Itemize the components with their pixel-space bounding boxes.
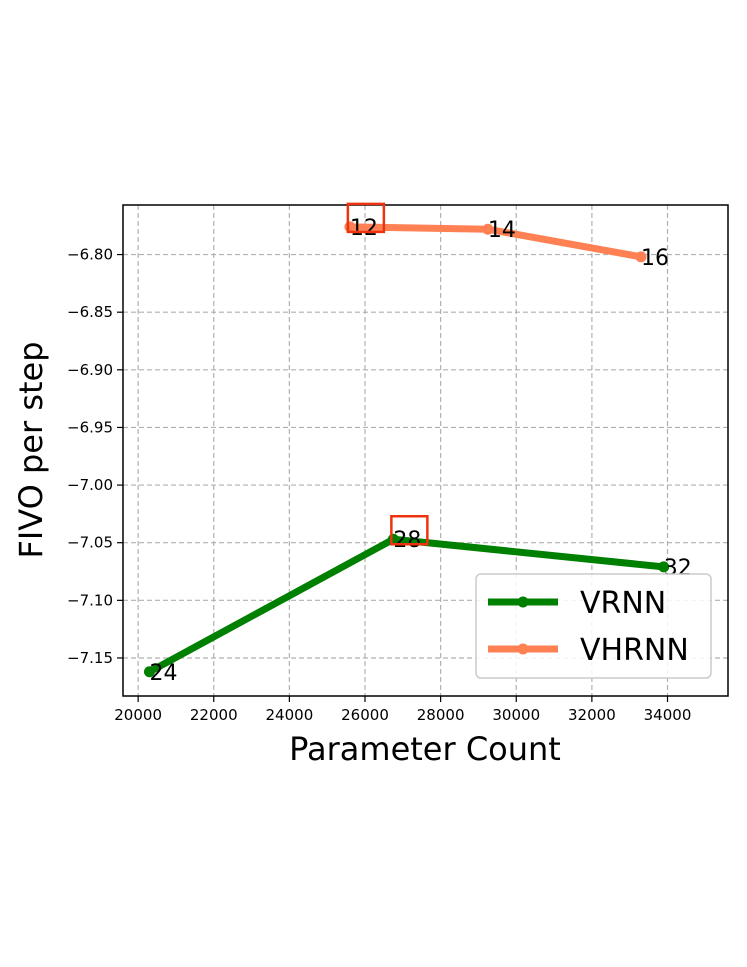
point-label-vhrnn: 14: [488, 218, 516, 243]
point-label-vhrnn: 12: [350, 216, 378, 241]
y-tick-label: −7.00: [67, 476, 113, 494]
y-tick-label: −7.05: [67, 534, 113, 552]
legend-marker-vrnn: [517, 596, 529, 608]
x-tick-label: 28000: [417, 706, 465, 724]
data-point-vrnn: [143, 666, 155, 678]
data-point-vhrnn: [482, 223, 494, 235]
plot-frame: [122, 204, 729, 697]
point-label-vrnn: 24: [149, 661, 177, 686]
x-tick-label: 24000: [266, 706, 314, 724]
y-tick-label: −7.10: [67, 591, 113, 609]
legend-marker-vhrnn: [517, 643, 529, 655]
x-tick-label: 26000: [341, 706, 389, 724]
legend-label-vrnn: VRNN: [580, 586, 666, 621]
legend-label-vhrnn: VHRNN: [580, 633, 689, 668]
data-point-vrnn: [658, 561, 670, 573]
legend: VRNN VHRNN: [475, 573, 712, 679]
point-label-vhrnn: 16: [641, 246, 669, 271]
y-tick-label: −6.95: [67, 418, 113, 436]
x-tick-label: 34000: [644, 706, 692, 724]
x-tick-label: 20000: [114, 706, 162, 724]
y-axis-label: FIVO per step: [12, 341, 50, 558]
x-tick-label: 30000: [492, 706, 540, 724]
x-tick-label: 22000: [190, 706, 238, 724]
x-axis: 20000 22000 24000 26000 28000 30000 32000 34000: [114, 696, 691, 724]
y-tick-label: −6.85: [67, 303, 113, 321]
point-label-vrnn: 28: [393, 528, 421, 553]
y-tick-label: −6.90: [67, 361, 113, 379]
series-layer: [143, 221, 670, 678]
y-axis: −6.80 −6.85 −6.90 −6.95 −7.00 −7.05 −7.10 −7.15: [67, 246, 123, 667]
x-tick-label: 32000: [568, 706, 616, 724]
y-tick-label: −7.15: [67, 649, 113, 667]
highlight-box-vrnn: [390, 514, 429, 546]
x-axis-label: Parameter Count: [289, 730, 561, 768]
data-point-vhrnn: [635, 251, 647, 263]
highlight-box-vhrnn: [346, 202, 386, 234]
y-tick-label: −6.80: [67, 246, 113, 264]
